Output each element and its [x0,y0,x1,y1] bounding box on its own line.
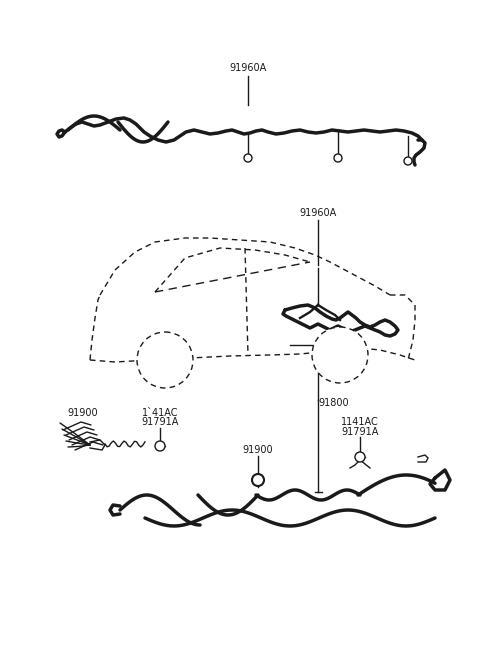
Circle shape [404,157,412,165]
Circle shape [355,452,365,462]
Circle shape [334,154,342,162]
Text: 91791A: 91791A [141,417,179,427]
Text: 1`41AC: 1`41AC [142,408,178,418]
Circle shape [252,474,264,486]
Text: 91900: 91900 [67,408,97,418]
Text: 1141AC: 1141AC [341,417,379,427]
Text: 91791A: 91791A [341,427,379,437]
Circle shape [155,441,165,451]
Text: 91900: 91900 [243,445,273,455]
Text: 91960A: 91960A [300,208,336,218]
Text: 91960A: 91960A [229,63,266,73]
Circle shape [244,154,252,162]
Circle shape [137,332,193,388]
Text: 91800: 91800 [318,398,348,408]
Circle shape [312,327,368,383]
